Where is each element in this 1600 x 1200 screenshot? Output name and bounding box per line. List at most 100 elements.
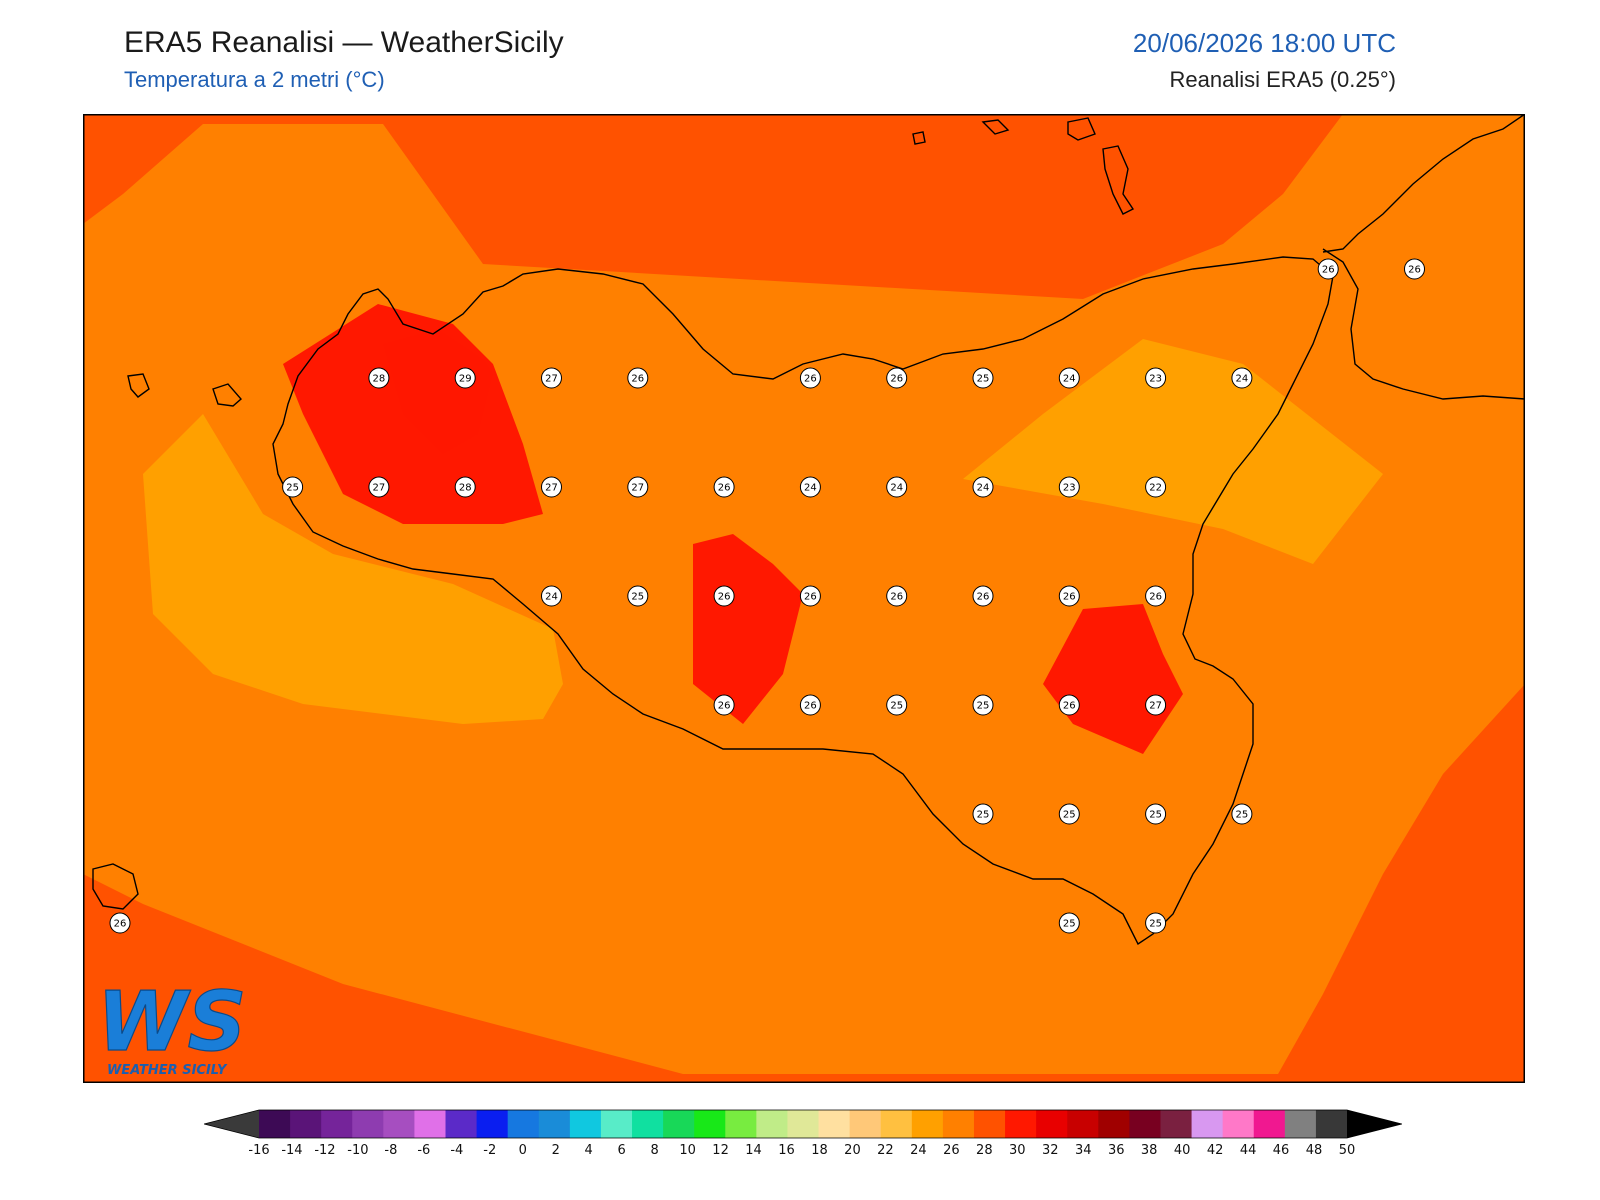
logo-text: WEATHER SICILY <box>107 1063 228 1078</box>
station-circle <box>886 694 908 716</box>
station-circle <box>627 367 649 389</box>
station-value: 27 <box>545 483 558 494</box>
colorbar-swatch <box>849 1110 882 1138</box>
colorbar-tick-label: 14 <box>745 1143 762 1156</box>
colorbar-swatch <box>1129 1110 1161 1138</box>
colorbar-swatch <box>1067 1110 1099 1138</box>
station-value: 26 <box>631 374 644 385</box>
colorbar-ticks: -16 -14 -12 -10 -8 -6 -4 -2 0 2 4 6 8 10 12 14 16 18 20 22 2… <box>248 1143 1356 1158</box>
colorbar-tick-label: -8 <box>384 1143 397 1156</box>
colorbar-swatch <box>507 1110 540 1138</box>
station-marker: 26 <box>109 912 131 934</box>
colorbar-tick-label: 22 <box>877 1143 894 1156</box>
colorbar-swatch <box>1098 1110 1130 1138</box>
colorbar-swatch <box>663 1110 695 1138</box>
valid-datetime: 20/06/2026 18:00 UTC <box>1132 28 1396 58</box>
station-value: 22 <box>1149 483 1162 494</box>
station-marker: 25 <box>972 803 994 825</box>
colorbar-swatch <box>694 1110 726 1138</box>
station-marker: 27 <box>541 476 562 498</box>
station-circle <box>972 585 994 607</box>
station-circle <box>627 585 649 607</box>
station-marker: 26 <box>713 694 735 716</box>
station-marker: 25 <box>1058 803 1080 825</box>
colorbar-tick-label: 42 <box>1207 1143 1224 1156</box>
station-value: 26 <box>1063 592 1076 603</box>
station-value: 26 <box>114 919 127 930</box>
station-circle <box>1058 912 1080 934</box>
colorbar-tick-label: -14 <box>281 1143 302 1156</box>
colorbar-tick-label: 24 <box>910 1143 927 1156</box>
coastlines <box>92 114 1525 946</box>
colorbar-tick-label: 50 <box>1339 1143 1356 1156</box>
colorbar-tick-label: 12 <box>712 1143 729 1156</box>
temp-field-29-core <box>383 329 493 454</box>
station-value: 24 <box>1063 374 1076 385</box>
station-marker: 26 <box>972 585 994 607</box>
colorbar-tick-label: 28 <box>976 1143 993 1156</box>
colorbar-swatch <box>1036 1110 1068 1138</box>
colorbar-tick-label: 46 <box>1273 1143 1290 1156</box>
colorbar-tick-label: -10 <box>347 1143 368 1156</box>
station-circle <box>713 585 735 607</box>
colorbar-tick-label: 32 <box>1042 1143 1059 1156</box>
station-value: 29 <box>459 374 472 385</box>
station-circle <box>1058 803 1080 825</box>
station-value: 24 <box>804 483 817 494</box>
station-circle <box>972 367 994 389</box>
station-marker: 26 <box>1145 585 1167 607</box>
station-marker: 25 <box>1145 803 1167 825</box>
eolie-island-2 <box>1067 117 1096 141</box>
data-source: Reanalisi ERA5 (0.25°) <box>1169 67 1396 92</box>
station-marker: 26 <box>799 367 821 389</box>
colorbar-tick-label: 0 <box>519 1143 527 1156</box>
station-value: 23 <box>1063 483 1076 494</box>
station-marker: 28 <box>368 367 390 389</box>
colorbar-swatch <box>352 1110 384 1138</box>
temp-field-26-se-coast <box>1273 684 1525 1083</box>
station-value: 25 <box>977 701 990 712</box>
station-value: 26 <box>718 483 731 494</box>
station-marker: 27 <box>627 476 649 498</box>
colorbar-tick-label: 30 <box>1009 1143 1026 1156</box>
station-value: 26 <box>1063 701 1076 712</box>
colorbar-swatch <box>1160 1110 1193 1138</box>
colorbar-tick-label: 16 <box>778 1143 795 1156</box>
station-circle <box>972 803 994 825</box>
colorbar-swatch <box>538 1110 571 1138</box>
station-circle <box>1058 367 1080 389</box>
station-value: 25 <box>977 374 990 385</box>
colorbar-swatch <box>725 1110 757 1138</box>
calabria-coastline <box>1322 248 1525 400</box>
station-value: 26 <box>1408 265 1421 276</box>
station-value: 27 <box>1149 701 1162 712</box>
station-value: 25 <box>977 810 990 821</box>
colorbar-swatch <box>1315 1110 1348 1138</box>
station-value: 24 <box>890 483 903 494</box>
station-circle <box>368 367 390 389</box>
colorbar-swatch <box>1253 1110 1286 1138</box>
station-labels: 26 26 28 29 27 26 26 26 25 24 23 24 25 27 28 27 27 26 24 24… <box>109 258 1425 934</box>
colorbar-swatch <box>818 1110 851 1138</box>
station-value: 26 <box>804 701 817 712</box>
colorbar-swatch <box>383 1110 415 1138</box>
colorbar-tick-label: 20 <box>844 1143 861 1156</box>
station-circle <box>1145 476 1167 498</box>
station-circle <box>627 476 649 498</box>
station-marker: 23 <box>1145 367 1167 389</box>
station-marker: 25 <box>1231 803 1253 825</box>
station-marker: 26 <box>1317 258 1339 280</box>
colorbar-tick-label: 2 <box>552 1143 560 1156</box>
colorbar-swatches <box>203 1109 1403 1139</box>
colorbar-swatch <box>476 1110 509 1138</box>
sicily-coastline <box>272 256 1334 946</box>
colorbar-swatch <box>1005 1110 1037 1138</box>
station-marker: 25 <box>972 367 994 389</box>
colorbar-tick-label: 10 <box>679 1143 696 1156</box>
station-value: 25 <box>1236 810 1249 821</box>
map-frame <box>83 114 1525 1083</box>
station-circle <box>886 367 908 389</box>
station-circle <box>1145 367 1167 389</box>
map-subtitle: Temperatura a 2 metri (°C) <box>124 67 385 92</box>
station-circle <box>1058 585 1080 607</box>
